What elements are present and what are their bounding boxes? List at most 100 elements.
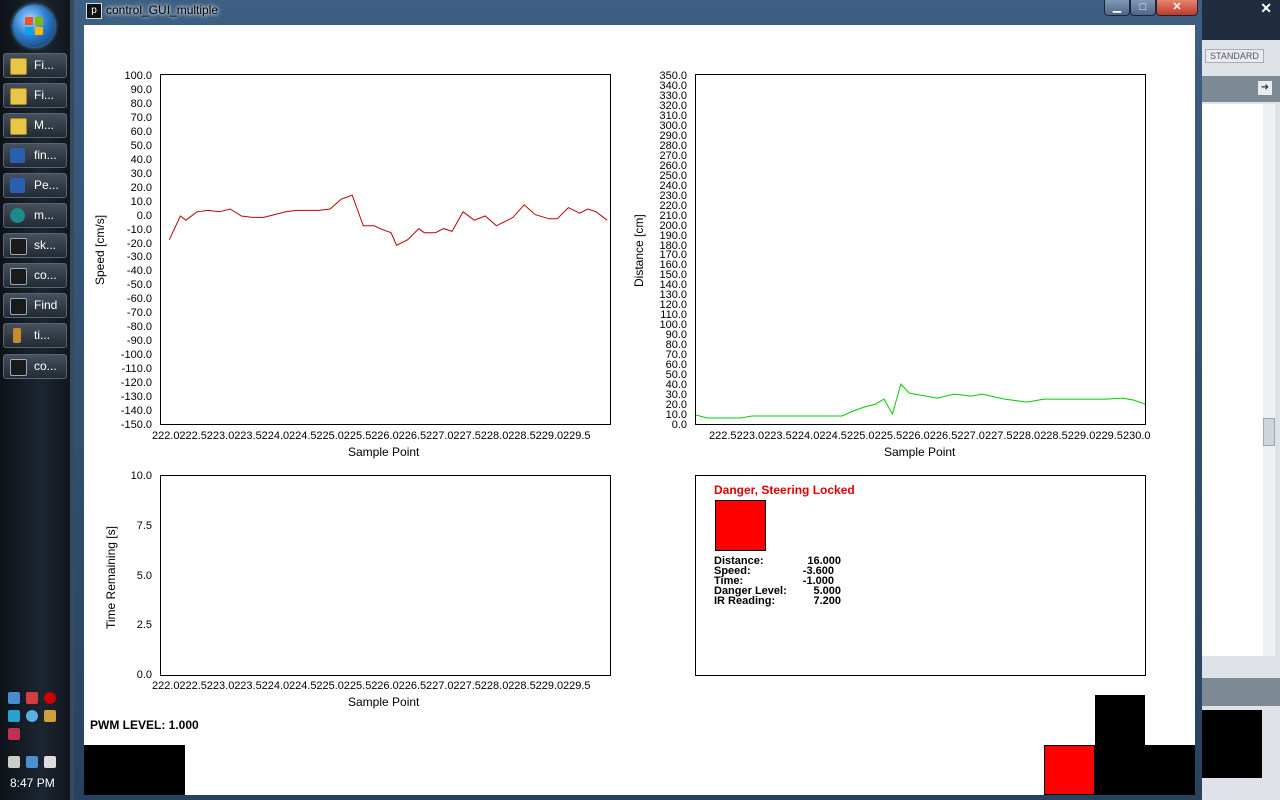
x-tick-label: 229.5 — [1095, 430, 1123, 442]
y-tick-label: -10.0 — [126, 223, 152, 236]
pwm-bar — [84, 745, 185, 795]
x-tick-label: 224.0 — [261, 680, 290, 692]
x-tick-label: 230.0 — [1123, 430, 1151, 442]
x-tick-label: 223.0 — [206, 680, 235, 692]
folder-icon — [10, 58, 27, 75]
y-tick-label: 20.0 — [665, 399, 687, 412]
taskbar-button-label: Fi... — [34, 58, 54, 72]
x-tick-label: 222.5 — [179, 430, 207, 442]
background-toolbar: ➜ — [1195, 76, 1280, 102]
x-tick-label: 229.0 — [1067, 430, 1096, 442]
taskbar-button[interactable]: Fi... — [3, 53, 67, 78]
x-tick-label: 224.0 — [791, 430, 820, 442]
y-tick-label: 90.0 — [130, 83, 152, 96]
y-tick-label: 0.0 — [136, 209, 152, 222]
y-tick-label: 70.0 — [130, 111, 152, 124]
tray-icon[interactable] — [8, 728, 20, 740]
y-tick-label: 230.0 — [659, 189, 687, 202]
y-tick-label: 60.0 — [665, 359, 687, 372]
background-band — [1195, 678, 1280, 706]
status-value: -1.000 — [802, 575, 834, 587]
y-tick-label: -110.0 — [121, 363, 152, 376]
tray-icon[interactable] — [26, 710, 38, 722]
taskbar-button-label: co... — [34, 359, 57, 373]
y-tick-label: 330.0 — [659, 89, 687, 102]
y-tick-label: -140.0 — [120, 405, 152, 418]
taskbar-button[interactable]: fin... — [3, 143, 67, 168]
folder-icon — [10, 118, 27, 135]
distance-x-axis-title: Sample Point — [884, 445, 956, 459]
y-tick-label: 10.0 — [130, 470, 152, 482]
network-icon[interactable] — [26, 756, 38, 768]
taskbar: Fi... Fi... M... fin... Pe... m... sk... co... F… — [0, 0, 70, 800]
arrow-right-icon[interactable]: ➜ — [1258, 81, 1272, 95]
start-button[interactable] — [13, 5, 55, 47]
scrollbar-thumb[interactable] — [1263, 418, 1275, 446]
y-tick-label: 240.0 — [659, 179, 687, 192]
y-tick-label: 290.0 — [659, 129, 687, 142]
taskbar-button[interactable]: co... — [3, 354, 67, 379]
tray-icon[interactable] — [8, 692, 20, 704]
mode-badge[interactable]: STANDARD — [1205, 49, 1264, 63]
status-label: IR Reading: — [714, 595, 776, 607]
tray-icon[interactable] — [8, 710, 20, 722]
taskbar-button[interactable]: sk... — [3, 233, 67, 258]
status-value: 5.000 — [813, 585, 841, 597]
speaker-icon[interactable] — [44, 756, 56, 768]
x-tick-label: 228.5 — [508, 680, 536, 692]
volume-icon[interactable] — [44, 710, 56, 722]
x-tick-label: 223.0 — [206, 430, 235, 442]
status-label: Time: — [714, 575, 744, 587]
y-tick-label: 0.0 — [136, 669, 152, 681]
taskbar-button[interactable]: Find — [3, 293, 67, 318]
minimize-button[interactable]: ▁ — [1104, 0, 1130, 16]
x-tick-label: 225.5 — [874, 430, 903, 442]
x-tick-label: 225.5 — [343, 430, 372, 442]
y-tick-label: 190.0 — [659, 229, 687, 242]
x-tick-label: 223.5 — [234, 430, 262, 442]
maximize-button[interactable]: □ — [1130, 0, 1156, 16]
clock[interactable]: 8:47 PM — [10, 776, 55, 790]
speed-series-line — [168, 194, 608, 246]
processing-icon — [10, 298, 27, 315]
x-tick-label: 222.0 — [152, 680, 180, 692]
x-tick-label: 226.0 — [371, 680, 399, 692]
speed-y-axis-title: Speed [cm/s] — [93, 214, 107, 285]
taskbar-button[interactable]: M... — [3, 113, 67, 138]
x-tick-label: 222.0 — [152, 430, 180, 442]
folder-icon — [10, 88, 27, 105]
status-value: 7.200 — [813, 595, 841, 607]
y-tick-label: 150.0 — [659, 269, 687, 282]
y-tick-label: 270.0 — [659, 149, 687, 162]
tray-icon[interactable] — [26, 692, 38, 704]
y-tick-label: 5.0 — [136, 569, 152, 582]
app-window: p control_GUI_multiple ▁ □ ✕ 100.0 90.0 80… — [74, 0, 1202, 800]
x-tick-label: 223.0 — [736, 430, 765, 442]
scrollbar[interactable] — [1263, 104, 1275, 656]
taskbar-button[interactable]: ti... — [3, 323, 67, 348]
taskbar-button[interactable]: Pe... — [3, 173, 67, 198]
taskbar-button-label: Fi... — [34, 88, 54, 102]
y-tick-label: 10.0 — [665, 409, 687, 422]
time-plot-area — [160, 475, 611, 676]
x-tick-label: 228.5 — [508, 430, 536, 442]
y-tick-label: -100.0 — [120, 349, 152, 362]
taskbar-button[interactable]: m... — [3, 203, 67, 228]
taskbar-button[interactable]: co... — [3, 263, 67, 288]
y-tick-label: 40.0 — [130, 153, 152, 166]
x-tick-label: 227.0 — [957, 430, 985, 442]
y-tick-label: 140.0 — [659, 279, 687, 292]
taskbar-button-label: fin... — [34, 148, 57, 162]
level-block-tall — [1095, 695, 1145, 795]
y-tick-label: 2.5 — [136, 619, 152, 632]
y-tick-label: -70.0 — [126, 307, 152, 320]
close-button[interactable]: ✕ — [1156, 0, 1198, 16]
taskbar-button-label: m... — [34, 208, 54, 222]
taskbar-button[interactable]: Fi... — [3, 83, 67, 108]
taskbar-button-label: ti... — [34, 328, 51, 342]
network-icon[interactable] — [8, 756, 20, 768]
word-icon — [10, 178, 25, 193]
background-close-button[interactable]: ✕ — [1260, 0, 1272, 16]
tray-icon[interactable] — [44, 692, 56, 704]
y-tick-label: -90.0 — [126, 335, 152, 348]
